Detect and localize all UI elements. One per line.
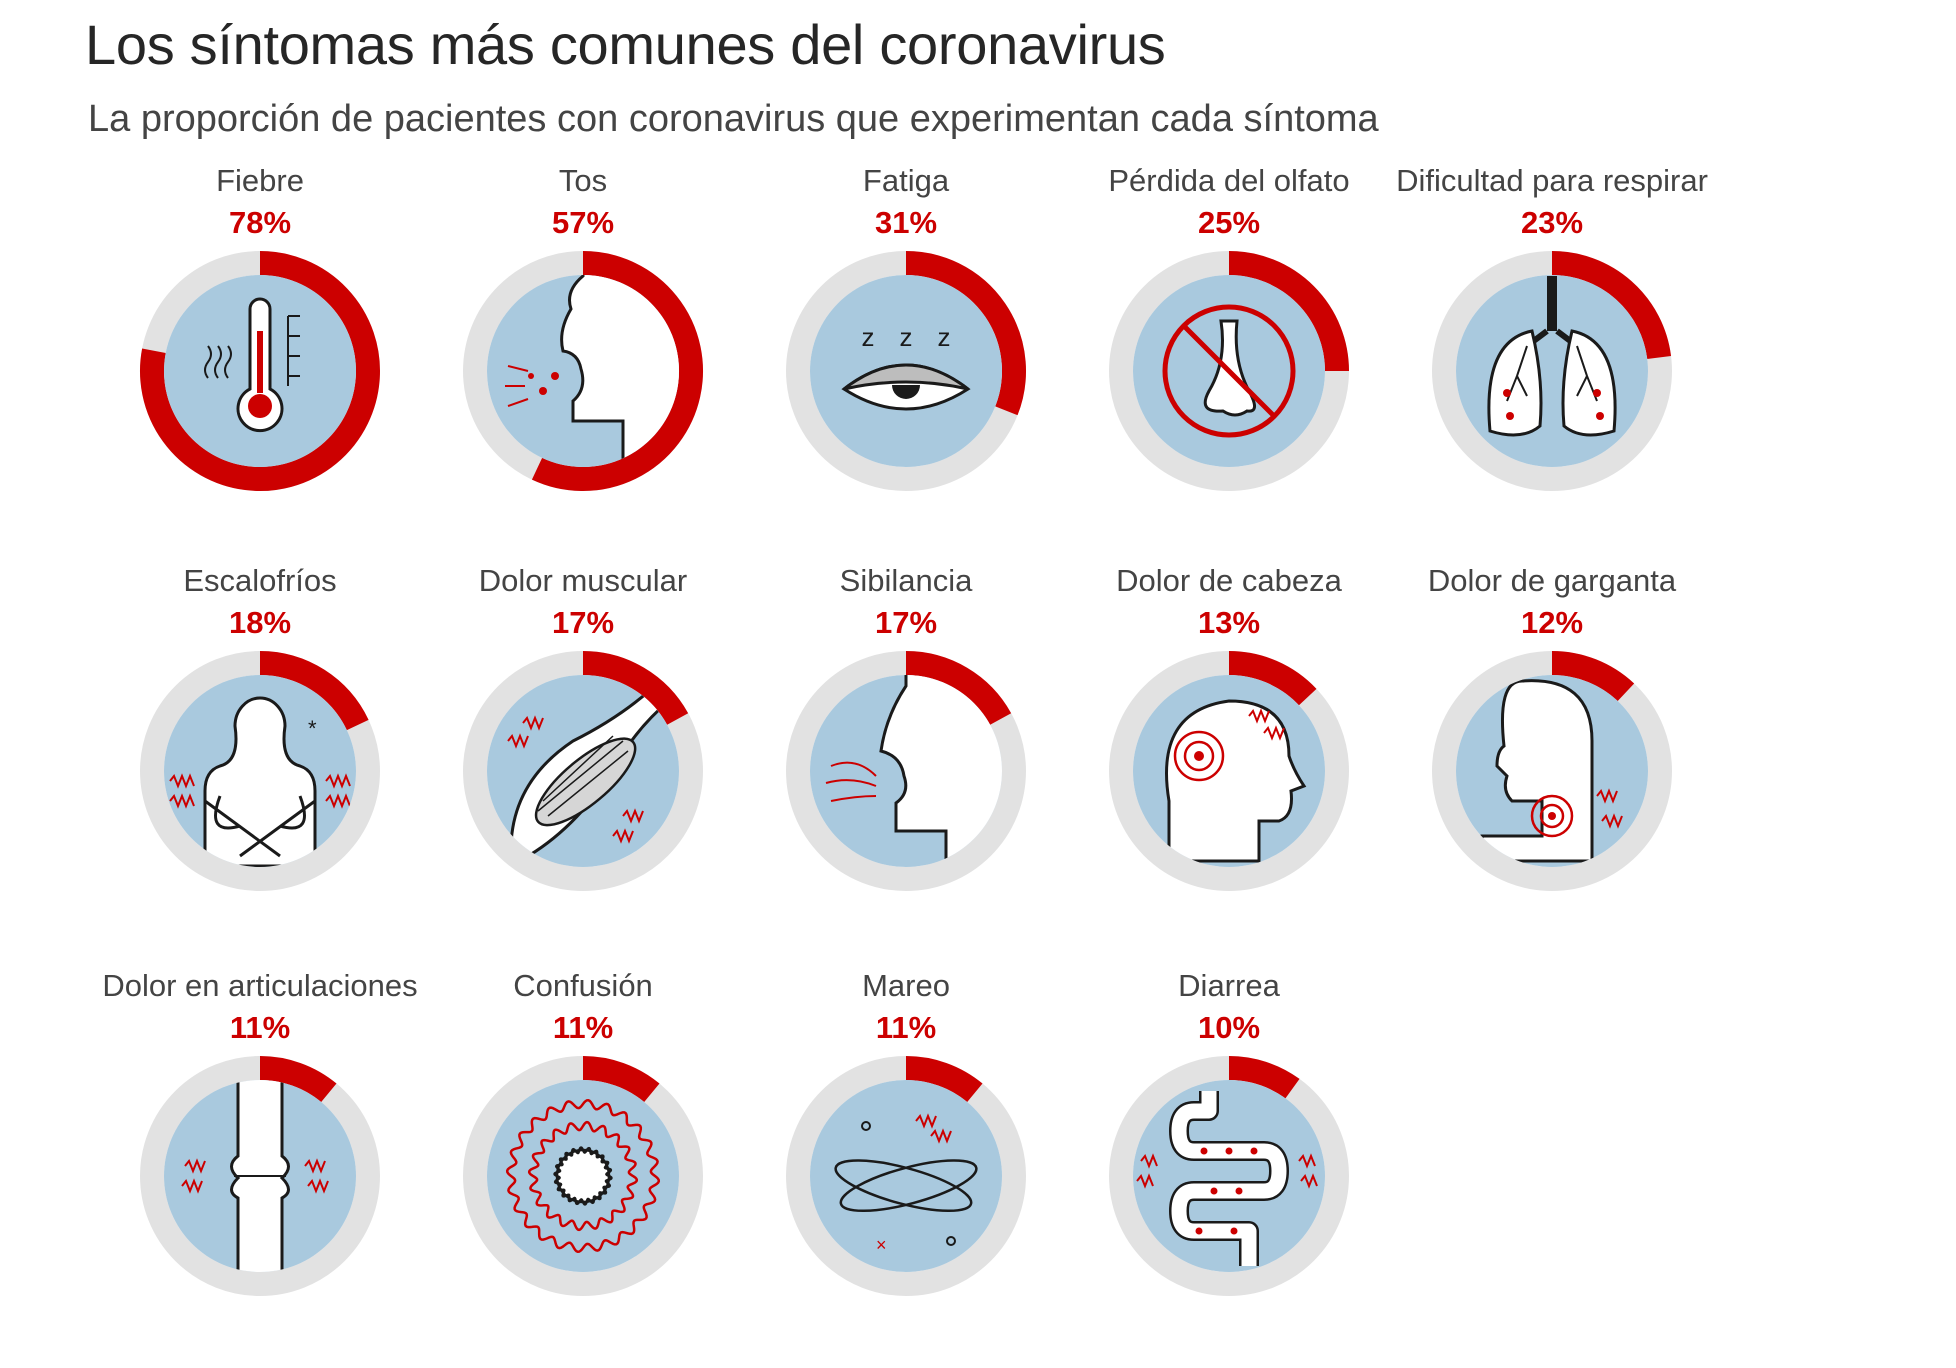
lungs-icon <box>1487 276 1617 437</box>
symptom-donut <box>786 651 1026 891</box>
symptom-label: Fatiga <box>862 163 950 198</box>
symptom-card: Dolor de cabeza 13% <box>1049 563 1409 963</box>
symptom-percent: 18% <box>228 605 292 640</box>
chart-title: Los síntomas más comunes del coronavirus <box>85 13 1166 76</box>
symptom-card: Dificultad para respirar 23% <box>1372 163 1732 563</box>
svg-text:z: z <box>938 322 951 352</box>
svg-text:*: * <box>308 716 317 741</box>
thermometer-icon <box>204 297 300 433</box>
symptom-percent: 10% <box>1197 1010 1261 1045</box>
symptom-card: Escalofríos 18% * <box>80 563 440 963</box>
joint-icon <box>181 1080 329 1272</box>
donut-value-arc <box>140 251 380 491</box>
symptom-label: Dolor de cabeza <box>1116 563 1342 598</box>
symptom-donut <box>1432 251 1672 491</box>
symptom-label: Mareo <box>862 968 950 1003</box>
symptom-label: Diarrea <box>1178 968 1280 1003</box>
symptom-label: Confusión <box>513 968 653 1003</box>
symptom-card: Confusión 11% <box>403 968 763 1368</box>
symptom-donut <box>1109 1056 1349 1296</box>
sore-throat-icon <box>1480 679 1623 863</box>
symptom-card: Mareo 11% × <box>726 968 1086 1368</box>
symptom-label: Dolor en articulaciones <box>102 968 418 1003</box>
symptom-percent: 17% <box>874 605 938 640</box>
symptom-percent: 11% <box>552 1010 614 1045</box>
symptom-label: Fiebre <box>216 163 304 198</box>
donut-value-arc <box>1228 1056 1300 1099</box>
symptom-donut <box>1109 651 1349 891</box>
no-smell-icon <box>1162 304 1296 438</box>
symptom-percent: 11% <box>875 1010 937 1045</box>
symptom-label: Dolor muscular <box>478 563 688 598</box>
symptom-percent: 57% <box>551 205 615 240</box>
donut-value-arc <box>1228 651 1317 706</box>
confusion-icon <box>505 1098 661 1254</box>
donut-value-arc <box>531 251 703 491</box>
donut-value-arc <box>1551 251 1672 360</box>
symptom-label: Dolor de garganta <box>1427 563 1677 598</box>
chills-icon: * <box>169 696 351 867</box>
symptom-label: Tos <box>558 163 608 198</box>
symptom-card: Fiebre 78% <box>80 163 440 563</box>
symptom-card: Fatiga 31% z z z <box>726 163 1086 563</box>
symptom-donut <box>463 1056 703 1296</box>
symptom-donut <box>1432 651 1672 891</box>
symptom-label: Escalofríos <box>183 563 337 598</box>
symptom-label: Sibilancia <box>839 563 973 598</box>
donut-value-arc <box>905 651 1012 726</box>
symptom-donut <box>463 251 703 491</box>
symptom-donut: * <box>140 651 380 891</box>
symptom-percent: 11% <box>229 1010 291 1045</box>
symptom-percent: 25% <box>1197 205 1261 240</box>
svg-text:z: z <box>862 322 875 352</box>
symptom-percent: 23% <box>1520 205 1584 240</box>
symptom-percent: 12% <box>1520 605 1584 640</box>
headache-icon <box>1165 699 1307 863</box>
donut-value-arc <box>905 251 1026 416</box>
symptom-label: Dificultad para respirar <box>1396 163 1708 198</box>
donut-value-arc <box>1551 651 1635 702</box>
symptom-percent: 17% <box>551 605 615 640</box>
symptom-percent: 13% <box>1197 605 1261 640</box>
symptom-donut <box>463 651 703 891</box>
donut-value-arc <box>905 1056 983 1103</box>
symptom-card: Dolor muscular 17% <box>403 563 763 963</box>
symptom-card: Tos 57% <box>403 163 763 563</box>
donut-value-arc <box>582 651 689 726</box>
donut-value-arc <box>259 1056 337 1103</box>
symptom-donut <box>140 1056 380 1296</box>
dizziness-icon: × <box>834 1113 978 1255</box>
symptom-card: Pérdida del olfato 25% <box>1049 163 1409 563</box>
donut-inner <box>810 1080 1002 1272</box>
donut-value-arc <box>582 1056 660 1103</box>
symptom-donut: × <box>786 1056 1026 1296</box>
symptom-donut <box>140 251 380 491</box>
symptom-card: Dolor en articulaciones 11% <box>80 968 440 1368</box>
symptom-card: Dolor de garganta 12% <box>1372 563 1732 963</box>
donut-inner <box>1133 1080 1325 1272</box>
donut-value-arc <box>259 651 369 731</box>
symptom-label: Pérdida del olfato <box>1108 163 1350 198</box>
intestine-icon <box>1136 1091 1318 1266</box>
chart-subtitle: La proporción de pacientes con coronavir… <box>88 98 1379 140</box>
symptom-percent: 31% <box>874 205 938 240</box>
symptom-percent: 78% <box>228 205 292 240</box>
donut-value-arc <box>1228 251 1349 372</box>
symptom-card: Diarrea 10% <box>1049 968 1409 1368</box>
symptom-donut <box>1109 251 1349 491</box>
symptom-card: Sibilancia 17% <box>726 563 1086 963</box>
svg-text:z: z <box>900 322 913 352</box>
svg-text:×: × <box>876 1235 887 1255</box>
